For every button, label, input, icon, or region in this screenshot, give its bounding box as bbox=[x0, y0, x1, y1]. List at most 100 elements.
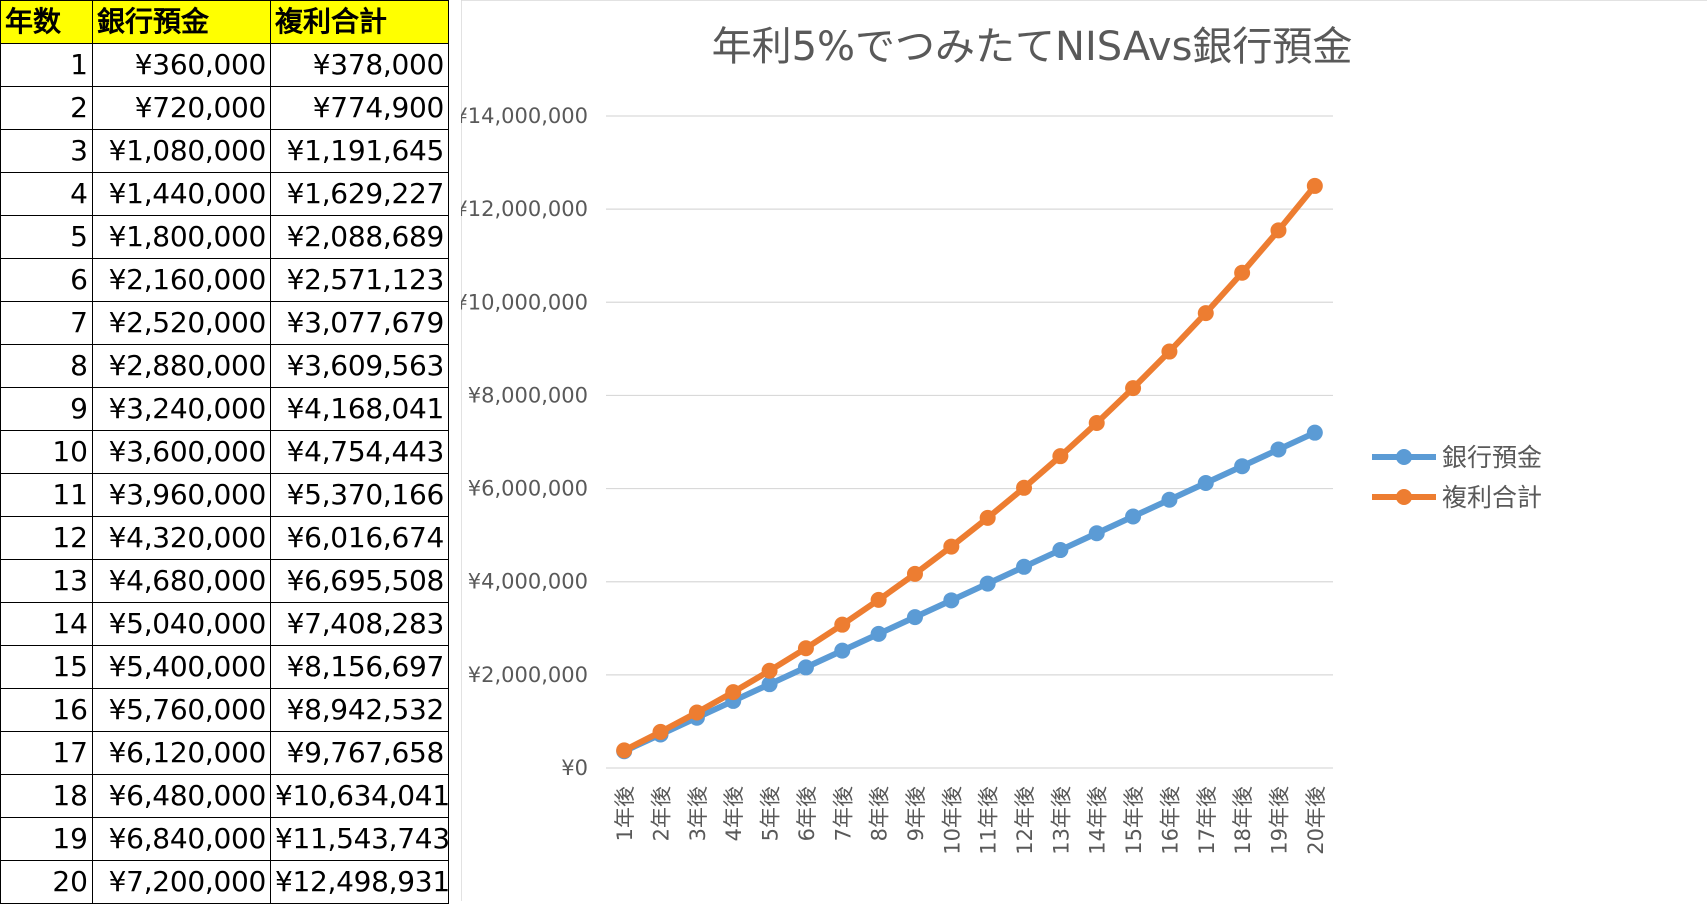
data-point[interactable] bbox=[943, 592, 960, 609]
data-point[interactable] bbox=[652, 723, 669, 740]
data-point[interactable] bbox=[943, 538, 960, 555]
cell-compound-total[interactable]: ¥8,942,532 bbox=[270, 688, 449, 732]
cell-year[interactable]: 2 bbox=[0, 86, 93, 130]
data-point[interactable] bbox=[870, 591, 887, 608]
cell-year[interactable]: 18 bbox=[0, 774, 93, 818]
data-point[interactable] bbox=[1016, 479, 1033, 496]
cell-compound-total[interactable]: ¥12,498,931 bbox=[270, 860, 449, 904]
legend-item[interactable]: 複利合計 bbox=[1372, 483, 1542, 512]
cell-year[interactable]: 20 bbox=[0, 860, 93, 904]
cell-bank-deposit[interactable]: ¥3,240,000 bbox=[92, 387, 271, 431]
cell-compound-total[interactable]: ¥6,695,508 bbox=[270, 559, 449, 603]
cell-bank-deposit[interactable]: ¥1,080,000 bbox=[92, 129, 271, 173]
cell-compound-total[interactable]: ¥3,077,679 bbox=[270, 301, 449, 345]
cell-compound-total[interactable]: ¥378,000 bbox=[270, 43, 449, 87]
data-point[interactable] bbox=[797, 659, 814, 676]
cell-year[interactable]: 5 bbox=[0, 215, 93, 259]
cell-bank-deposit[interactable]: ¥360,000 bbox=[92, 43, 271, 87]
data-point[interactable] bbox=[1161, 343, 1178, 360]
cell-bank-deposit[interactable]: ¥3,960,000 bbox=[92, 473, 271, 517]
cell-compound-total[interactable]: ¥11,543,743 bbox=[270, 817, 449, 861]
data-point[interactable] bbox=[1270, 441, 1287, 458]
cell-bank-deposit[interactable]: ¥4,320,000 bbox=[92, 516, 271, 560]
cell-bank-deposit[interactable]: ¥1,440,000 bbox=[92, 172, 271, 216]
data-point[interactable] bbox=[1234, 264, 1251, 281]
data-point[interactable] bbox=[1270, 222, 1287, 239]
cell-bank-deposit[interactable]: ¥6,120,000 bbox=[92, 731, 271, 775]
cell-year[interactable]: 17 bbox=[0, 731, 93, 775]
data-point[interactable] bbox=[1125, 508, 1142, 525]
data-point[interactable] bbox=[1306, 177, 1323, 194]
data-point[interactable] bbox=[725, 684, 742, 701]
cell-year[interactable]: 19 bbox=[0, 817, 93, 861]
data-point[interactable] bbox=[797, 640, 814, 657]
cell-year[interactable]: 16 bbox=[0, 688, 93, 732]
cell-compound-total[interactable]: ¥1,191,645 bbox=[270, 129, 449, 173]
data-point[interactable] bbox=[1052, 542, 1069, 559]
cell-bank-deposit[interactable]: ¥5,040,000 bbox=[92, 602, 271, 646]
cell-bank-deposit[interactable]: ¥720,000 bbox=[92, 86, 271, 130]
data-point[interactable] bbox=[688, 704, 705, 721]
data-point[interactable] bbox=[834, 616, 851, 633]
data-point[interactable] bbox=[1125, 380, 1142, 397]
data-point[interactable] bbox=[834, 642, 851, 659]
header-bank-deposit[interactable]: 銀行預金 bbox=[92, 0, 271, 44]
cell-compound-total[interactable]: ¥6,016,674 bbox=[270, 516, 449, 560]
data-point[interactable] bbox=[1052, 448, 1069, 465]
cell-compound-total[interactable]: ¥5,370,166 bbox=[270, 473, 449, 517]
cell-year[interactable]: 1 bbox=[0, 43, 93, 87]
data-point[interactable] bbox=[979, 575, 996, 592]
data-point[interactable] bbox=[1088, 525, 1105, 542]
cell-compound-total[interactable]: ¥4,168,041 bbox=[270, 387, 449, 431]
cell-year[interactable]: 14 bbox=[0, 602, 93, 646]
cell-year[interactable]: 4 bbox=[0, 172, 93, 216]
cell-year[interactable]: 12 bbox=[0, 516, 93, 560]
cell-year[interactable]: 8 bbox=[0, 344, 93, 388]
cell-compound-total[interactable]: ¥10,634,041 bbox=[270, 774, 449, 818]
data-point[interactable] bbox=[761, 676, 778, 693]
data-point[interactable] bbox=[1197, 305, 1214, 322]
cell-compound-total[interactable]: ¥1,629,227 bbox=[270, 172, 449, 216]
cell-bank-deposit[interactable]: ¥5,400,000 bbox=[92, 645, 271, 689]
data-point[interactable] bbox=[870, 625, 887, 642]
cell-compound-total[interactable]: ¥3,609,563 bbox=[270, 344, 449, 388]
data-point[interactable] bbox=[761, 662, 778, 679]
data-point[interactable] bbox=[906, 565, 923, 582]
data-point[interactable] bbox=[1161, 491, 1178, 508]
data-point[interactable] bbox=[616, 742, 633, 759]
cell-bank-deposit[interactable]: ¥5,760,000 bbox=[92, 688, 271, 732]
cell-year[interactable]: 7 bbox=[0, 301, 93, 345]
cell-compound-total[interactable]: ¥8,156,697 bbox=[270, 645, 449, 689]
cell-year[interactable]: 6 bbox=[0, 258, 93, 302]
cell-year[interactable]: 13 bbox=[0, 559, 93, 603]
cell-compound-total[interactable]: ¥774,900 bbox=[270, 86, 449, 130]
header-compound-total[interactable]: 複利合計 bbox=[270, 0, 449, 44]
cell-compound-total[interactable]: ¥9,767,658 bbox=[270, 731, 449, 775]
data-point[interactable] bbox=[1306, 424, 1323, 441]
cell-year[interactable]: 10 bbox=[0, 430, 93, 474]
cell-year[interactable]: 9 bbox=[0, 387, 93, 431]
cell-bank-deposit[interactable]: ¥6,480,000 bbox=[92, 774, 271, 818]
data-point[interactable] bbox=[979, 509, 996, 526]
cell-bank-deposit[interactable]: ¥2,880,000 bbox=[92, 344, 271, 388]
cell-bank-deposit[interactable]: ¥1,800,000 bbox=[92, 215, 271, 259]
cell-year[interactable]: 11 bbox=[0, 473, 93, 517]
cell-bank-deposit[interactable]: ¥2,520,000 bbox=[92, 301, 271, 345]
data-point[interactable] bbox=[1016, 558, 1033, 575]
cell-bank-deposit[interactable]: ¥7,200,000 bbox=[92, 860, 271, 904]
cell-bank-deposit[interactable]: ¥2,160,000 bbox=[92, 258, 271, 302]
cell-compound-total[interactable]: ¥2,571,123 bbox=[270, 258, 449, 302]
data-point[interactable] bbox=[906, 609, 923, 626]
data-point[interactable] bbox=[1088, 414, 1105, 431]
data-point[interactable] bbox=[1234, 458, 1251, 475]
cell-compound-total[interactable]: ¥2,088,689 bbox=[270, 215, 449, 259]
legend-item[interactable]: 銀行預金 bbox=[1372, 443, 1542, 472]
cell-compound-total[interactable]: ¥4,754,443 bbox=[270, 430, 449, 474]
cell-bank-deposit[interactable]: ¥4,680,000 bbox=[92, 559, 271, 603]
header-years[interactable]: 年数 bbox=[0, 0, 93, 44]
cell-bank-deposit[interactable]: ¥6,840,000 bbox=[92, 817, 271, 861]
data-point[interactable] bbox=[1197, 474, 1214, 491]
cell-bank-deposit[interactable]: ¥3,600,000 bbox=[92, 430, 271, 474]
cell-compound-total[interactable]: ¥7,408,283 bbox=[270, 602, 449, 646]
cell-year[interactable]: 3 bbox=[0, 129, 93, 173]
